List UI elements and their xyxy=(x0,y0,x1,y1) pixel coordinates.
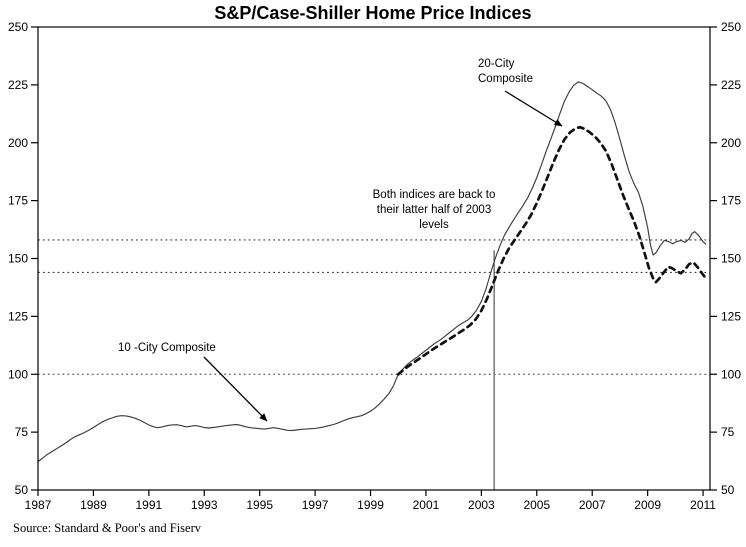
ytick-label-left: 75 xyxy=(15,425,29,439)
ytick-label-left: 125 xyxy=(8,309,28,323)
ytick-label-left: 150 xyxy=(8,252,28,266)
ytick-label-right: 125 xyxy=(721,309,741,323)
label-20-city-text: 20-City xyxy=(478,58,515,70)
xtick-label: 1995 xyxy=(246,498,273,512)
reference-lines-dotted xyxy=(38,239,710,375)
xtick-label: 2001 xyxy=(413,498,440,512)
source-note: Source: Standard & Poor's and Fiserv xyxy=(13,521,201,535)
xtick-label: 2005 xyxy=(523,498,550,512)
label-20-city-arrow xyxy=(504,90,563,127)
xtick-label: 2007 xyxy=(579,498,606,512)
chart-title: S&P/Case-Shiller Home Price Indices xyxy=(214,3,532,23)
series-line-10-city xyxy=(37,81,707,463)
ytick-label-right: 225 xyxy=(721,78,741,92)
xtick-label: 1989 xyxy=(80,498,107,512)
note-2003-levels-text: their latter half of 2003 xyxy=(377,204,491,216)
ytick-label-right: 175 xyxy=(721,194,741,208)
xtick-label: 1997 xyxy=(302,498,329,512)
ytick-label-left: 250 xyxy=(8,20,28,34)
ytick-label-left: 200 xyxy=(8,136,28,150)
ytick-label-right: 100 xyxy=(721,367,741,381)
xtick-label: 1993 xyxy=(191,498,218,512)
label-10-city: 10 -City Composite xyxy=(118,342,268,422)
note-2003-levels: Both indices are back to their latter hal… xyxy=(373,189,496,231)
note-2003-levels-text: levels xyxy=(419,219,449,231)
xtick-label: 1987 xyxy=(25,498,52,512)
ytick-label-right: 200 xyxy=(721,136,741,150)
ytick-label-right: 75 xyxy=(721,425,735,439)
x-axis-ticks-labels: 1987 1989 1991 1993 1995 1997 1999 2001 2003 2005… xyxy=(25,490,716,512)
ytick-label-right: 150 xyxy=(721,252,741,266)
ytick-label-left: 50 xyxy=(15,483,29,497)
xtick-label: 2003 xyxy=(468,498,495,512)
xtick-label: 2011 xyxy=(690,498,716,512)
xtick-label: 1999 xyxy=(357,498,384,512)
series-line-20-city xyxy=(396,125,708,376)
plot-border xyxy=(37,26,711,491)
label-20-city: 20-City Composite xyxy=(478,58,563,127)
y-axis-ticks-labels: 50 50 75 75 100 100 125 125 150 150 175 175 200 200 22… xyxy=(8,20,741,497)
label-20-city-text: Composite xyxy=(478,73,533,85)
note-2003-levels-text: Both indices are back to xyxy=(373,189,496,201)
annotations: 20-City Composite 10 -City Composite Both i… xyxy=(118,58,563,422)
ytick-label-right: 50 xyxy=(721,483,735,497)
ytick-label-right: 250 xyxy=(721,20,741,34)
xtick-label: 2009 xyxy=(634,498,661,512)
ytick-label-left: 225 xyxy=(8,78,28,92)
ytick-label-left: 100 xyxy=(8,367,28,381)
ytick-label-left: 175 xyxy=(8,194,28,208)
xtick-label: 1991 xyxy=(135,498,162,512)
label-10-city-text: 10 -City Composite xyxy=(118,342,216,354)
label-10-city-arrow xyxy=(203,356,268,422)
